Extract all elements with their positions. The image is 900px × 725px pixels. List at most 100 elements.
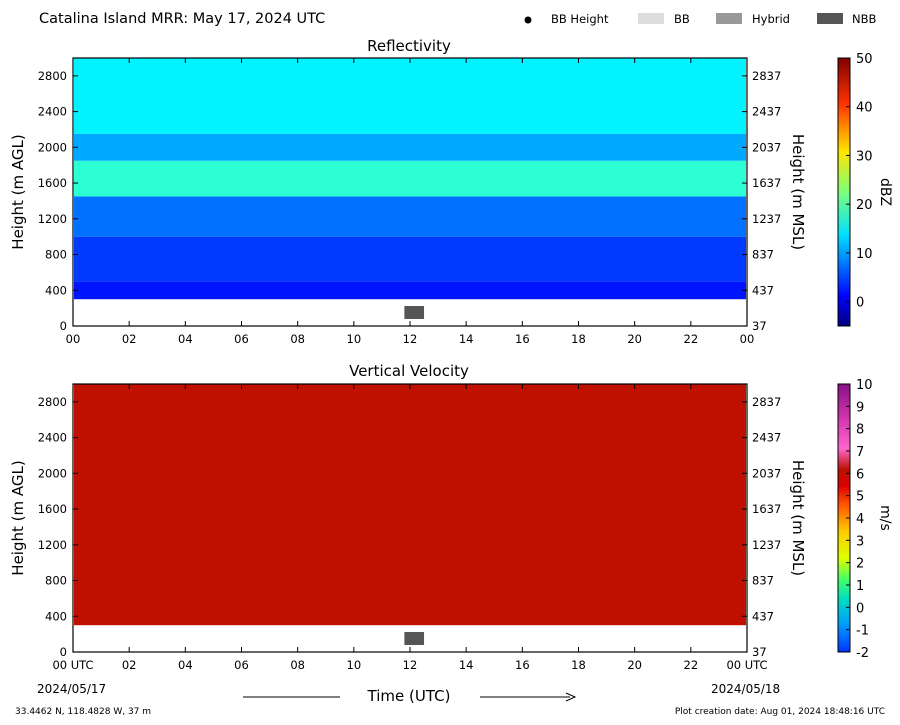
y-tick-label-right: 1637: [752, 502, 781, 516]
x-tick-label: 04: [178, 658, 193, 672]
y-tick-label: 1200: [38, 212, 67, 226]
y-tick-label: 2800: [38, 69, 67, 83]
reflectivity-ylabel: Height (m AGL): [9, 134, 27, 249]
figure-title: Catalina Island MRR: May 17, 2024 UTC: [39, 11, 325, 27]
time-axis-label: Time (UTC): [367, 687, 451, 705]
colorbar-tick-label: 9: [856, 400, 864, 415]
colorbar-tick-label: 6: [856, 467, 864, 482]
x-tick-label: 12: [403, 658, 418, 672]
x-tick-label: 06: [234, 332, 249, 346]
y-tick-label: 2400: [38, 105, 67, 119]
y-tick-label: 800: [45, 248, 67, 262]
x-tick-label: 10: [347, 332, 362, 346]
x-tick-label: 02: [122, 658, 137, 672]
reflectivity-layer: [74, 236, 746, 282]
colorbar-tick-label: 10: [856, 247, 873, 262]
nbb-marker: [404, 306, 425, 319]
colorbar-tick-label: 3: [856, 534, 864, 549]
bb-legend: BB Height BB Hybrid NBB: [524, 12, 876, 26]
x-tick-label: 02: [122, 332, 137, 346]
x-tick-label: 16: [515, 332, 530, 346]
x-tick-label: 06: [234, 658, 249, 672]
y-tick-label-right: 1237: [752, 538, 781, 552]
y-tick-label: 800: [45, 574, 67, 588]
bb-legend-swatch: [638, 13, 664, 24]
y-tick-label: 2000: [38, 466, 67, 480]
y-tick-label-right: 2037: [752, 140, 781, 154]
creation-date-label: Plot creation date: Aug 01, 2024 18:48:1…: [675, 707, 885, 717]
velocity-ylabel-right: Height (m MSL): [789, 460, 807, 576]
x-tick-label: 10: [347, 658, 362, 672]
y-tick-label: 400: [45, 609, 67, 623]
y-tick-label-right: 37: [752, 645, 767, 659]
colorbar-tick-label: -1: [856, 624, 869, 639]
reflectivity-colorbar-ticks: 0 10 20 30 40 50: [846, 52, 873, 311]
y-tick-label-right: 2837: [752, 395, 781, 409]
y-tick-label-right: 37: [752, 319, 767, 333]
colorbar-tick-label: 0: [856, 601, 864, 616]
x-tick-label: 08: [290, 332, 305, 346]
time-arrow-head: [565, 692, 577, 702]
reflectivity-layer: [74, 281, 746, 300]
x-tick-label: 22: [684, 658, 699, 672]
colorbar-tick-label: 40: [856, 101, 873, 116]
start-date-label: 2024/05/17: [37, 682, 106, 696]
y-tick-label: 0: [60, 319, 67, 333]
y-tick-label-right: 2037: [752, 466, 781, 480]
y-tick-label-right: 437: [752, 609, 774, 623]
reflectivity-heatmap: [74, 58, 746, 319]
x-tick-label: 12: [403, 332, 418, 346]
y-tick-label: 1200: [38, 538, 67, 552]
reflectivity-layer: [74, 133, 746, 161]
x-tick-label: 14: [459, 658, 474, 672]
colorbar-tick-label: 10: [856, 378, 873, 393]
y-tick-label: 2000: [38, 140, 67, 154]
end-date-label: 2024/05/18: [711, 682, 780, 696]
hybrid-legend-label: Hybrid: [752, 12, 790, 26]
reflectivity-colorbar: [837, 57, 851, 327]
colorbar-tick-label: 2: [856, 557, 864, 572]
colorbar-tick-label: 20: [856, 198, 873, 213]
colorbar-tick-label: 1: [856, 579, 864, 594]
hybrid-legend-swatch: [716, 13, 742, 24]
y-tick-label: 1600: [38, 502, 67, 516]
x-tick-label: 00: [66, 332, 81, 346]
y-tick-label-right: 2437: [752, 431, 781, 445]
y-tick-label: 2400: [38, 431, 67, 445]
velocity-colorbar-ticks: -2 -1 0 1 2 3 4 5 6 7 8 9 10: [846, 378, 873, 661]
velocity-colorbar-label: m/s: [877, 505, 893, 531]
colorbar-tick-label: 0: [856, 296, 864, 311]
x-tick-label: 00 UTC: [726, 658, 767, 672]
y-tick-label-right: 2437: [752, 105, 781, 119]
y-tick-label-right: 837: [752, 574, 774, 588]
y-tick-label-right: 1237: [752, 212, 781, 226]
x-tick-label: 14: [459, 332, 474, 346]
velocity-axes: 0 37 400 437 800 837 1200 1237 1600 1637 2000 2037 2…: [38, 384, 781, 672]
y-tick-label-right: 2837: [752, 69, 781, 83]
x-tick-label: 04: [178, 332, 193, 346]
velocity-heatmap: [74, 384, 746, 645]
x-tick-label: 20: [627, 332, 642, 346]
x-tick-label: 08: [290, 658, 305, 672]
colorbar-tick-label: 5: [856, 490, 864, 505]
colorbar-tick-label: -2: [856, 646, 869, 661]
nbb-legend-swatch: [817, 13, 843, 24]
reflectivity-layer: [74, 160, 746, 197]
reflectivity-layer: [74, 196, 746, 237]
colorbar-tick-label: 8: [856, 423, 864, 438]
bb-height-legend-label: BB Height: [551, 12, 609, 26]
location-label: 33.4462 N, 118.4828 W, 37 m: [15, 707, 151, 717]
reflectivity-ylabel-right: Height (m MSL): [789, 134, 807, 250]
colorbar-tick-label: 30: [856, 149, 873, 164]
x-tick-label: 22: [684, 332, 699, 346]
x-tick-label: 18: [571, 332, 586, 346]
y-tick-label-right: 837: [752, 248, 774, 262]
x-tick-label: 00 UTC: [52, 658, 93, 672]
velocity-title: Vertical Velocity: [349, 362, 469, 380]
velocity-field: [74, 384, 746, 626]
reflectivity-title: Reflectivity: [367, 37, 451, 55]
